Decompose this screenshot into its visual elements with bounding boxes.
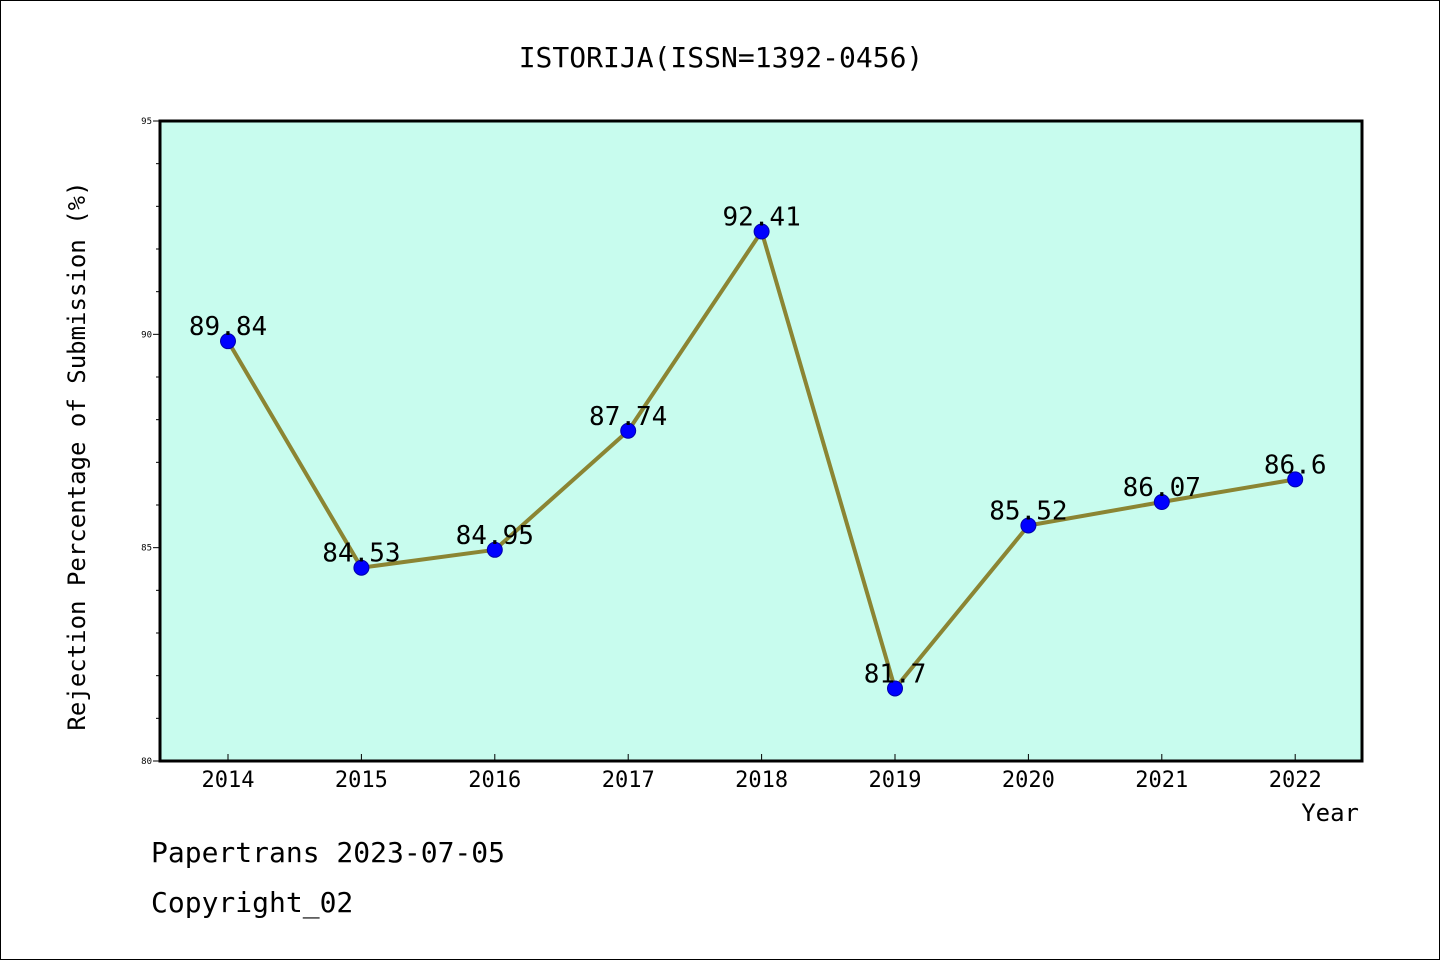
data-point	[887, 680, 903, 697]
data-label: 85.52	[989, 496, 1067, 526]
x-tick-label: 2022	[1269, 768, 1322, 793]
x-tick-label: 2017	[602, 768, 655, 793]
data-label: 84.53	[322, 539, 400, 569]
copyright-note: Copyright_02	[151, 886, 354, 919]
y-axis-label: Rejection Percentage of Submission (%)	[63, 181, 91, 730]
y-axis: 80 85 90 95	[141, 117, 160, 767]
data-point	[1287, 471, 1304, 488]
data-point	[486, 541, 503, 558]
data-label: 86.6	[1264, 450, 1327, 480]
x-axis-label: Year	[1301, 799, 1359, 827]
x-tick-label: 2020	[1002, 768, 1055, 793]
data-point	[1153, 494, 1170, 511]
data-point	[753, 223, 770, 240]
data-label: 81.7	[864, 659, 927, 689]
y-tick-label: 80	[141, 757, 152, 767]
x-tick-label: 2015	[335, 768, 388, 793]
data-label: 86.07	[1123, 473, 1201, 503]
y-tick-label: 95	[141, 117, 152, 127]
x-axis: 2014 2015 2016 2017 2018 2019 2020 2021 2022	[202, 754, 1322, 793]
y-tick-label: 85	[141, 544, 152, 554]
y-tick-label: 90	[141, 330, 152, 340]
data-label: 84.95	[456, 521, 534, 551]
chart-title: ISTORIJA(ISSN=1392-0456)	[519, 41, 924, 74]
x-tick-label: 2018	[735, 768, 788, 793]
x-tick-label: 2014	[202, 768, 255, 793]
data-label: 87.74	[589, 402, 667, 432]
data-point	[1020, 517, 1037, 534]
data-point	[220, 333, 236, 350]
data-label: 92.41	[722, 203, 800, 233]
x-tick-label: 2021	[1135, 768, 1188, 793]
x-tick-label: 2019	[869, 768, 922, 793]
data-point	[353, 559, 370, 576]
source-note: Papertrans 2023-07-05	[151, 836, 506, 869]
x-tick-label: 2016	[468, 768, 521, 793]
series-rejection: 89.84 84.53 84.95 87.74 92.41 81.7 85.52 86.07 8…	[189, 203, 1327, 697]
data-label: 89.84	[189, 312, 267, 342]
data-point	[620, 422, 637, 439]
